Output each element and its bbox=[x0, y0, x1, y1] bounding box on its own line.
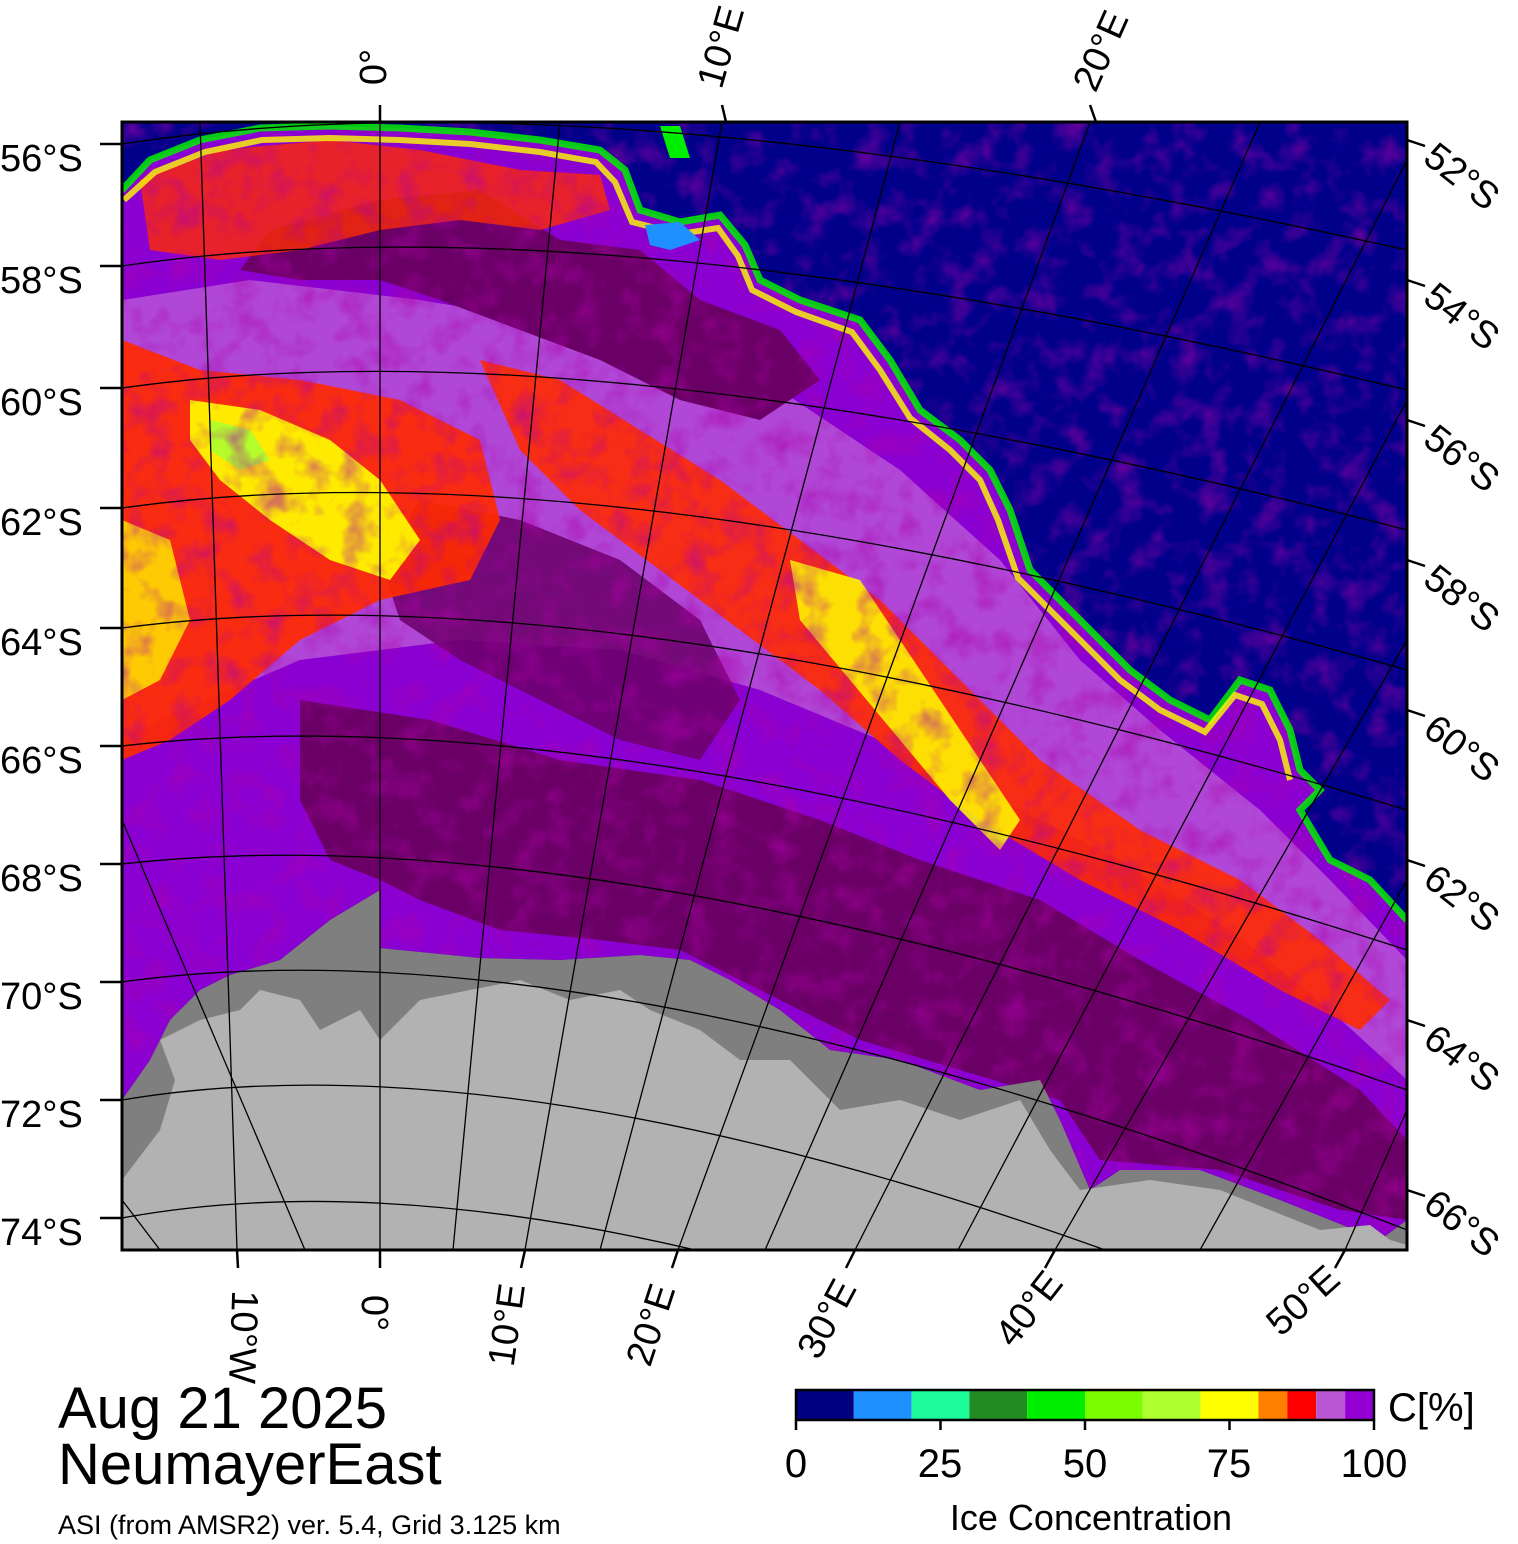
ice-edge-fringe bbox=[122, 122, 1407, 923]
colorbar-tick-0: 0 bbox=[784, 1442, 808, 1486]
lon-label-10w-bottom: 10°W bbox=[220, 1289, 266, 1385]
colorbar-tick-50: 50 bbox=[1062, 1442, 1108, 1486]
lat-label-64s-left: 64°S bbox=[0, 622, 83, 664]
colorbar-tick-25: 25 bbox=[917, 1442, 963, 1486]
continent-interior bbox=[122, 1170, 1407, 1250]
map-area bbox=[122, 122, 1407, 1250]
map-date: Aug 21 2025 bbox=[58, 1376, 387, 1441]
colorbar-bin-60-70 bbox=[1142, 1390, 1201, 1420]
source-note: ASI (from AMSR2) ver. 5.4, Grid 3.125 km bbox=[58, 1510, 561, 1540]
map-frame bbox=[120, 120, 1409, 1252]
colorbar-unit: C[%] bbox=[1388, 1386, 1475, 1430]
lat-label-58s-left: 58°S bbox=[0, 260, 83, 302]
colorbar bbox=[794, 1388, 1376, 1430]
colorbar-tick-75: 75 bbox=[1206, 1442, 1252, 1486]
lat-label-70s-left: 70°S bbox=[0, 976, 83, 1018]
lon-label-0-top: 0° bbox=[353, 48, 396, 86]
colorbar-tick-100: 100 bbox=[1340, 1442, 1408, 1486]
colorbar-bin-85-90 bbox=[1287, 1390, 1317, 1420]
colorbar-bin-30-40 bbox=[969, 1390, 1028, 1420]
colorbar-bin-90-95 bbox=[1316, 1390, 1346, 1420]
lat-label-56s-left: 56°S bbox=[0, 138, 83, 180]
colorbar-bin-20-30 bbox=[911, 1390, 970, 1420]
ice-edge-cyan bbox=[645, 222, 700, 250]
lat-label-72s-left: 72°S bbox=[0, 1094, 83, 1136]
lat-label-68s-left: 68°S bbox=[0, 858, 83, 900]
colorbar-title: Ice Concentration bbox=[949, 1497, 1233, 1538]
colorbar-bin-80-85 bbox=[1258, 1390, 1288, 1420]
graticule-latitudes bbox=[122, 122, 1407, 1250]
lon-label-0-bottom: 0° bbox=[353, 1294, 396, 1332]
region-name: NeumayerEast bbox=[58, 1432, 442, 1497]
graticule-meridians bbox=[122, 122, 1407, 1250]
lat-label-62s-left: 62°S bbox=[0, 502, 83, 544]
colorbar-bin-10-20 bbox=[853, 1390, 912, 1420]
colorbar-bin-95-100 bbox=[1345, 1390, 1374, 1420]
ice-edge-yellow bbox=[122, 134, 1293, 781]
colorbar-bin-50-60 bbox=[1085, 1390, 1143, 1420]
lat-label-60s-left: 60°S bbox=[0, 382, 83, 424]
lat-label-66s-left: 66°S bbox=[0, 740, 83, 782]
colorbar-bin-40-50 bbox=[1027, 1390, 1085, 1420]
colorbar-bin-0-10 bbox=[796, 1390, 854, 1420]
frame-ticks bbox=[100, 104, 1426, 1269]
lat-label-74s-left: 74°S bbox=[0, 1212, 83, 1254]
colorbar-bin-70-80 bbox=[1200, 1390, 1259, 1420]
